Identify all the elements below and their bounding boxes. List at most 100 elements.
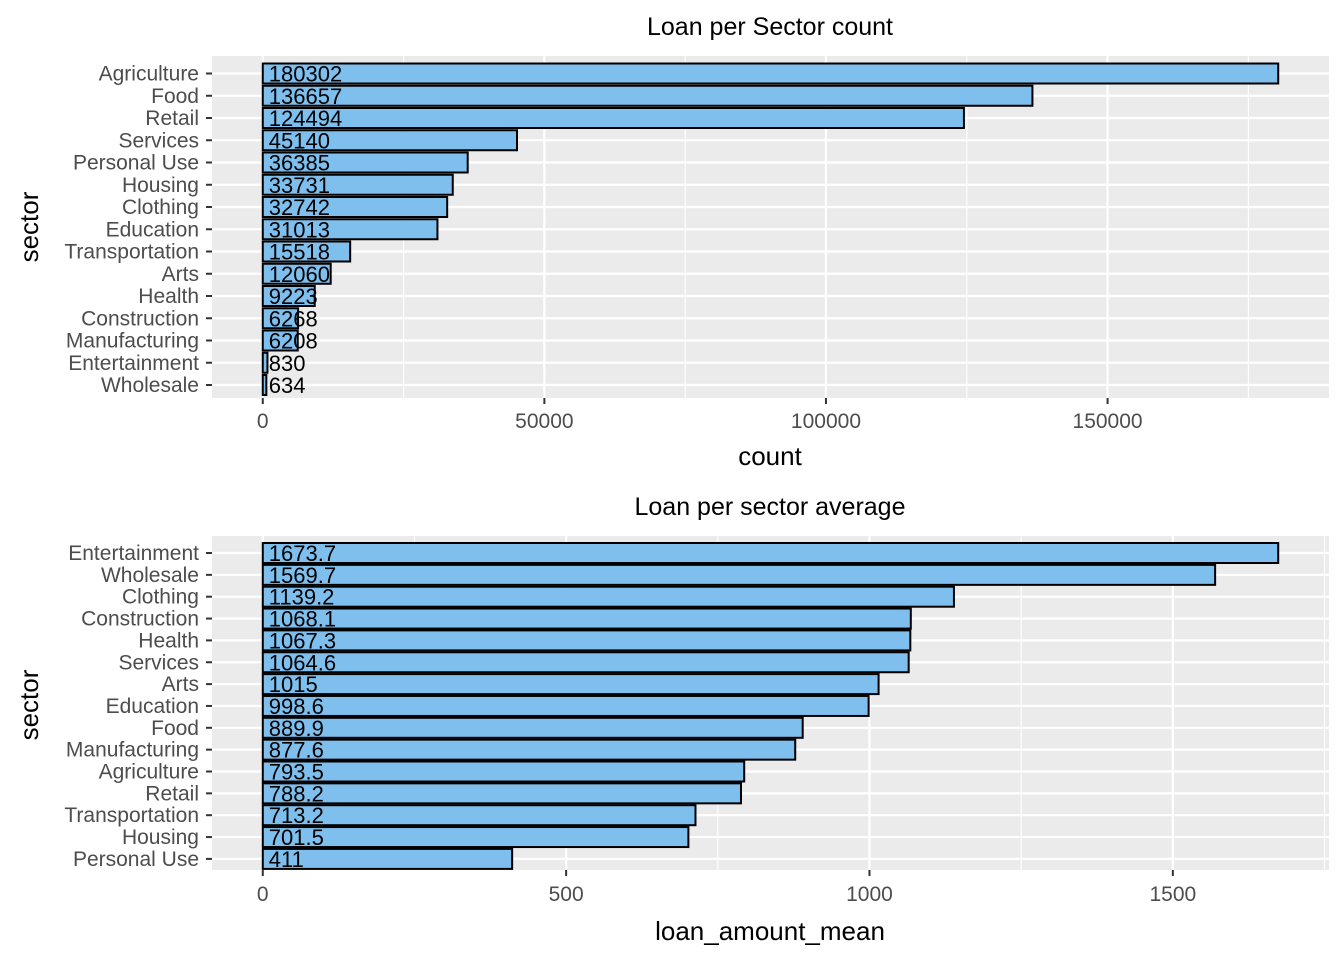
bar-data-label: 788.2	[269, 781, 324, 806]
chart-title: Loan per Sector count	[647, 13, 893, 41]
bar-data-label: 877.6	[269, 738, 324, 763]
y-tick-label: Arts	[162, 263, 199, 286]
bar-data-label: 1064.6	[269, 650, 336, 675]
y-tick-label: Agriculture	[99, 761, 199, 784]
x-tick-label: 0	[257, 883, 269, 906]
y-tick-label: Wholesale	[101, 374, 199, 397]
x-tick-label: 0	[257, 410, 269, 433]
y-tick-label: Food	[151, 85, 199, 108]
bar-data-label: 33731	[269, 173, 330, 198]
y-tick-label: Retail	[145, 782, 199, 805]
y-tick-label: Education	[106, 218, 199, 241]
bar-data-label: 1015	[269, 672, 318, 697]
bar-data-label: 793.5	[269, 760, 324, 785]
y-tick-label: Food	[151, 717, 199, 740]
bar	[261, 651, 910, 674]
y-tick-label: Retail	[145, 107, 199, 130]
bar	[261, 307, 300, 330]
chart-title: Loan per sector average	[634, 493, 905, 521]
y-tick-label: Housing	[122, 174, 199, 197]
bar-data-label: 1068.1	[269, 607, 336, 632]
bar	[261, 607, 912, 630]
bar	[261, 694, 870, 717]
y-tick-label: Education	[106, 695, 199, 718]
bar	[261, 847, 514, 870]
y-tick-label: Housing	[122, 826, 199, 849]
bar	[261, 84, 1034, 107]
bar-data-label: 124494	[269, 106, 342, 131]
bar-data-label: 31013	[269, 217, 330, 242]
x-axis-title: count	[738, 441, 802, 471]
x-axis: 0 500 1000 1500	[257, 870, 1196, 906]
bar	[261, 563, 1217, 586]
x-tick-label: 1500	[1149, 883, 1196, 906]
y-tick-label: Entertainment	[68, 542, 199, 565]
bar	[261, 585, 955, 608]
y-axis-title: sector	[14, 191, 44, 262]
bar-data-label: 36385	[269, 151, 330, 176]
bar	[261, 542, 1280, 564]
bar	[261, 285, 316, 307]
x-tick-label: 150000	[1073, 410, 1143, 433]
bars: 1803021366571244944514036385337313274231…	[261, 62, 1280, 398]
y-tick-label: Clothing	[122, 196, 199, 219]
y-tick-label: Entertainment	[68, 352, 199, 375]
bar	[261, 673, 880, 696]
y-tick-label: Manufacturing	[66, 739, 199, 762]
y-tick-label: Agriculture	[99, 63, 199, 86]
bar-data-label: 180302	[269, 62, 342, 87]
bars: 1673.71569.71139.21068.11067.31064.61015…	[261, 541, 1280, 872]
bar-data-label: 998.6	[269, 694, 324, 719]
bar-data-label: 701.5	[269, 825, 324, 850]
bar-data-label: 889.9	[269, 716, 324, 741]
y-tick-label: Wholesale	[101, 564, 199, 587]
bar	[261, 760, 746, 783]
bar-data-label: 136657	[269, 84, 342, 109]
bar-data-label: 1067.3	[269, 628, 336, 653]
y-tick-label: Construction	[81, 608, 199, 631]
bar-data-label: 6208	[269, 329, 318, 354]
y-tick-label: Transportation	[64, 241, 199, 264]
bar	[261, 107, 965, 129]
bar	[261, 151, 469, 174]
bar-data-label: 45140	[269, 128, 330, 153]
x-tick-label: 500	[549, 883, 584, 906]
x-axis-title: loan_amount_mean	[655, 916, 885, 946]
y-tick-label: Manufacturing	[66, 330, 199, 353]
bar	[261, 804, 697, 827]
y-axis: EntertainmentWholesaleClothingConstructi…	[64, 542, 212, 871]
bar	[261, 629, 912, 652]
y-tick-label: Transportation	[64, 804, 199, 827]
y-tick-label: Services	[118, 129, 199, 152]
bar	[261, 218, 439, 241]
chart-average: Loan per sector average 1673.71569.71139…	[14, 493, 1329, 946]
bar	[261, 262, 332, 285]
bar	[261, 351, 269, 374]
y-axis-title: sector	[14, 669, 44, 740]
bar	[261, 240, 352, 263]
bar	[261, 196, 449, 218]
bar-data-label: 1139.2	[269, 585, 335, 610]
y-tick-label: Personal Use	[73, 848, 199, 871]
bar-data-label: 411	[269, 847, 304, 872]
bar	[261, 738, 797, 761]
bar-data-label: 830	[269, 351, 306, 376]
bar	[261, 329, 299, 352]
bar	[261, 716, 804, 739]
x-tick-label: 100000	[791, 410, 861, 433]
y-tick-label: Construction	[81, 307, 199, 330]
bar	[261, 129, 518, 152]
bar	[261, 826, 690, 849]
bar-data-label: 6268	[269, 306, 318, 331]
bar-data-label: 1569.7	[269, 563, 336, 588]
bar-data-label: 12060	[269, 262, 330, 287]
bar	[261, 782, 742, 805]
y-tick-label: Health	[138, 285, 199, 308]
y-tick-label: Clothing	[122, 586, 199, 609]
bar	[261, 173, 454, 196]
bar-data-label: 634	[269, 373, 306, 398]
y-tick-label: Arts	[162, 673, 199, 696]
chart-count: Loan per Sector count 180302136657124494…	[14, 13, 1329, 471]
